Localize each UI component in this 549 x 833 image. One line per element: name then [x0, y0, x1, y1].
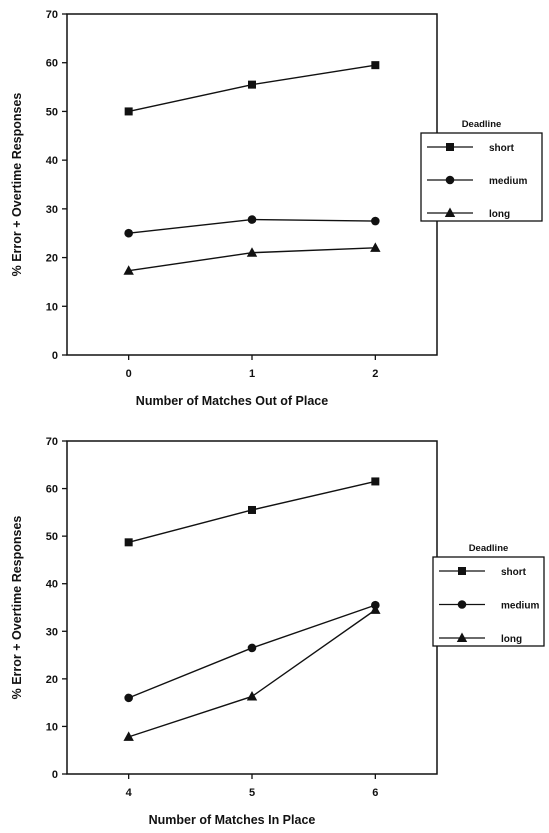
legend-marker-short — [446, 143, 454, 151]
data-point-short — [371, 477, 380, 486]
y-tick-label: 40 — [46, 155, 58, 167]
legend-marker-long — [456, 632, 468, 642]
data-point-short — [371, 61, 380, 70]
legend-title: Deadline — [462, 119, 502, 130]
chart-1: 0 10 20 30 40 50 60 70 0 1 2 Number of Matches Out … — [10, 9, 543, 408]
x-tick-label: 6 — [372, 787, 378, 799]
data-point-long — [123, 731, 134, 741]
legend-title: Deadline — [469, 543, 509, 554]
data-point-medium — [124, 693, 133, 703]
x-axis-title: Number of Matches Out of Place — [136, 394, 328, 408]
series-line-long — [128, 609, 376, 738]
y-tick-label: 30 — [46, 626, 58, 638]
data-point-short — [248, 80, 256, 89]
data-point-short — [124, 538, 133, 547]
y-tick-label: 30 — [46, 204, 58, 216]
data-point-long — [246, 690, 258, 701]
series-long — [123, 242, 381, 275]
plot-frame — [66, 440, 438, 775]
legend-label-medium: medium — [501, 601, 539, 612]
legend-marker-medium — [445, 175, 455, 185]
legend-marker-long — [444, 207, 456, 217]
data-point-medium — [371, 216, 380, 226]
y-tick-label: 0 — [52, 769, 58, 781]
x-tick-label: 2 — [372, 368, 378, 380]
x-axis-title: Number of Matches In Place — [149, 813, 316, 827]
data-point-medium — [124, 228, 133, 238]
y-tick-label: 40 — [46, 579, 58, 591]
legend-marker-short — [458, 567, 466, 575]
x-tick-label: 5 — [249, 787, 255, 799]
legend-label-short: short — [489, 143, 515, 154]
x-tick-label: 0 — [126, 368, 132, 380]
legend: Deadline short medium long — [420, 119, 543, 222]
legend-marker-medium — [457, 600, 467, 609]
y-tick-label: 10 — [46, 721, 58, 733]
legend-box — [420, 132, 543, 222]
series-short — [124, 477, 380, 547]
y-tick-label: 10 — [46, 301, 58, 313]
data-point-short — [124, 107, 133, 116]
plot-frame — [66, 13, 438, 356]
legend-label-short: short — [501, 567, 527, 578]
data-point-long — [123, 265, 134, 275]
data-point-short — [248, 505, 256, 514]
series-medium — [124, 600, 380, 703]
legend-label-long: long — [501, 634, 522, 645]
legend: Deadline short medium long — [432, 543, 545, 647]
series-medium — [124, 215, 380, 238]
y-tick-label: 70 — [46, 9, 58, 21]
y-tick-label: 70 — [46, 436, 58, 448]
data-point-long — [370, 242, 381, 252]
data-point-medium — [247, 215, 257, 224]
legend-label-medium: medium — [489, 176, 527, 187]
data-point-medium — [247, 643, 257, 653]
series-long — [123, 604, 381, 741]
y-tick-label: 60 — [46, 484, 58, 496]
x-tick-label: 1 — [249, 368, 255, 380]
legend-label-long: long — [489, 209, 510, 220]
y-axis-title: % Error + Overtime Responses — [10, 93, 24, 277]
y-tick-label: 20 — [46, 674, 58, 686]
chart-2: 0 10 20 30 40 50 60 70 4 5 6 Number of Matches In P… — [10, 436, 545, 827]
y-tick-label: 0 — [52, 350, 58, 362]
data-point-long — [246, 247, 258, 257]
y-tick-label: 20 — [46, 253, 58, 265]
y-tick-label: 60 — [46, 58, 58, 70]
y-tick-label: 50 — [46, 106, 58, 118]
legend-box — [432, 556, 545, 647]
y-tick-label: 50 — [46, 531, 58, 543]
series-short — [124, 61, 380, 116]
y-axis-title: % Error + Overtime Responses — [10, 516, 24, 700]
data-point-long — [370, 604, 381, 614]
x-tick-label: 4 — [126, 787, 133, 799]
